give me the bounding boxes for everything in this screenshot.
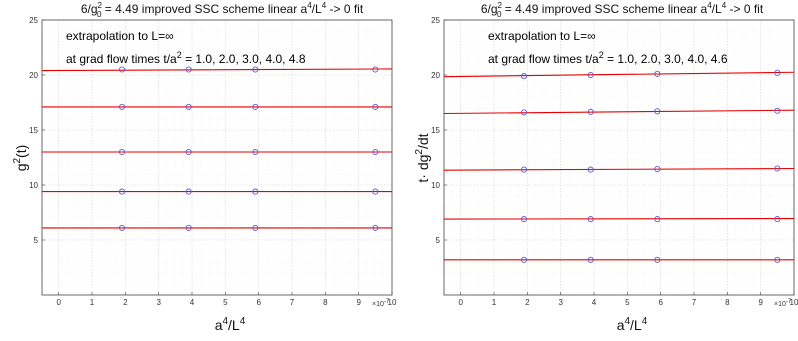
data-point [587,256,594,263]
x-tick-label: 4 [190,298,195,307]
y-tick-label: 20 [29,71,38,80]
data-point [774,69,781,76]
data-point [587,216,594,223]
x-tick-label: 8 [323,298,328,307]
data-point [587,108,594,115]
data-point [520,216,528,223]
data-point [118,103,126,110]
x-tick-label: 9 [356,298,361,307]
right-annotation-flow-times: at grad flow times t/a2 = 1.0, 2.0, 3.0,… [488,50,728,66]
data-point [118,188,126,195]
fit-line [443,167,795,171]
data-point [774,107,781,114]
x-tick-label: 1 [492,298,497,307]
data-point [587,71,594,79]
data-point [118,224,126,231]
x-tick-label: 0 [56,298,61,307]
data-point [118,148,126,156]
x-tick-label: 3 [156,298,161,307]
data-point [654,256,661,263]
data-point [587,166,594,173]
data-point [372,224,379,231]
x-scale-multiplier: ×10-7 [774,299,792,308]
x-tick-label: 5 [625,298,630,307]
data-point [774,256,781,263]
x-tick-label: 2 [123,298,128,307]
data-point [252,103,259,110]
x-tick-label: 5 [223,298,228,307]
fit-line [443,71,795,78]
data-point [252,224,259,231]
data-point [185,66,192,73]
data-point [654,216,661,223]
left-plot-frame [41,19,393,296]
data-point [520,166,528,173]
data-point [372,188,379,195]
data-point [654,108,661,115]
right-chart-panel: 0 1 2 3 4 5 6 7 8 9 10 5 10 15 20 25 ×10-7 6/g2 0 = 4.49 i… [414,1,798,333]
data-point [774,216,781,223]
y-tick-label: 15 [29,126,38,135]
right-annotation-extrapolation: extrapolation to L=∞ [488,29,596,43]
fit-line [41,68,393,72]
right-y-axis-label: t· dg2/dt [414,133,431,182]
data-point [252,66,259,73]
x-tick-label: 4 [592,298,597,307]
x-tick-label: 0 [458,298,463,307]
x-tick-label: 2 [525,298,530,307]
y-tick-label: 25 [431,16,440,25]
right-chart-title: 6/g2 0 = 4.49 improved SSC scheme linear … [481,1,764,19]
x-tick-label: 7 [692,298,697,307]
data-point [520,256,528,263]
y-tick-label: 20 [431,71,440,80]
left-annotation-extrapolation: extrapolation to L=∞ [66,29,174,43]
data-point [520,73,528,80]
data-point [372,148,379,156]
x-tick-label: 8 [725,298,730,307]
data-point [654,165,661,173]
y-tick-label: 5 [436,236,441,245]
data-point [252,188,259,195]
left-y-axis-label: g2(t) [12,145,29,172]
y-tick-label: 5 [34,236,39,245]
data-point [372,66,379,73]
left-chart-title: 6/g2 0 = 4.49 improved SSC scheme linear … [81,1,364,19]
left-x-axis-label: a4/L4 [215,316,246,333]
x-tick-label: 6 [658,298,663,307]
x-tick-label: 9 [758,298,763,307]
x-tick-label: 10 [790,298,798,307]
data-point [185,224,192,231]
data-point [774,165,781,172]
fit-line [443,109,795,115]
x-scale-multiplier: ×10-7 [372,299,390,308]
x-tick-label: 3 [558,298,563,307]
data-point [185,188,192,195]
left-annotation-flow-times: at grad flow times t/a2 = 1.0, 2.0, 3.0,… [66,50,306,66]
fit-line [443,218,795,220]
x-tick-label: 7 [290,298,295,307]
data-point [372,103,379,110]
data-point [654,70,661,77]
y-tick-label: 25 [29,16,38,25]
x-tick-label: 10 [388,298,397,307]
y-tick-label: 10 [431,181,440,190]
y-tick-label: 10 [29,181,38,190]
left-chart-panel: 0 1 2 3 4 5 6 7 8 9 10 5 10 15 20 25 ×10-7 6/g2 0 = 4.49 i… [12,1,397,333]
x-tick-label: 1 [90,298,95,307]
y-tick-label: 15 [431,126,440,135]
right-plot-frame [443,19,795,296]
x-tick-label: 6 [256,298,261,307]
data-point [185,148,192,156]
data-point [185,103,192,110]
data-point [118,66,126,73]
data-point [252,148,259,156]
right-x-axis-label: a4/L4 [617,316,648,333]
data-point [520,109,528,116]
